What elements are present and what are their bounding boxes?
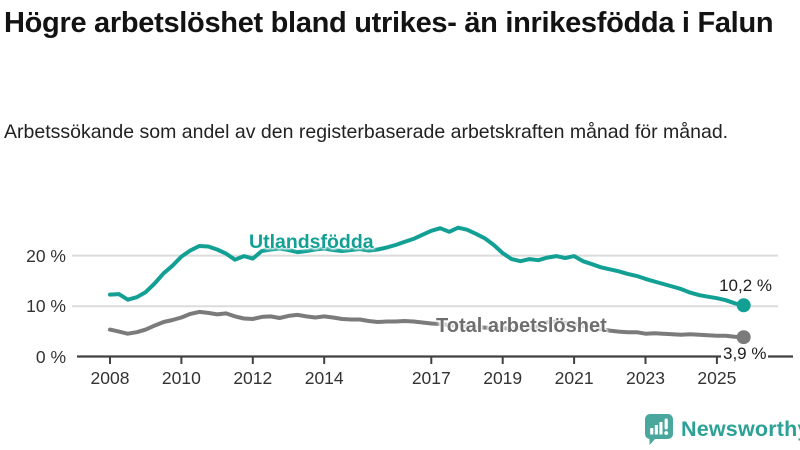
chart-subtitle: Arbetssökande som andel av den registerb… [4, 121, 729, 143]
newsworthy-brand-text: Newsworthy [681, 417, 800, 441]
series-line-1 [108, 309, 746, 340]
x-tick-label: 2023 [626, 368, 665, 388]
end-value-label-utlandsfodda: 10,2 % [719, 276, 772, 295]
y-tick-label: 20 % [26, 245, 66, 266]
x-tick-label: 2021 [554, 368, 594, 388]
bar-chart-speech-bubble-icon [644, 414, 673, 445]
newsworthy-logo[interactable]: Newsworthy [644, 413, 800, 447]
x-tick-label: 2019 [483, 368, 523, 388]
x-tick-label: 2017 [411, 368, 451, 388]
series-end-dot-1 [736, 330, 751, 345]
series-label-utlandsfodda: Utlandsfödda [249, 231, 374, 253]
x-tick-label: 2010 [161, 368, 201, 388]
y-tick-label: 0 % [35, 347, 66, 367]
series-line-0 [108, 225, 746, 308]
x-tick-label: 2014 [304, 368, 344, 388]
x-tick-label: 2008 [90, 368, 130, 388]
x-tick-label: 2012 [233, 368, 273, 388]
series-label-total-arbetsloshet: Total arbetslöshet [436, 315, 607, 337]
end-value-label-total: 3,9 % [721, 344, 769, 364]
x-tick-label: 2025 [697, 368, 737, 388]
series-end-dot-0 [736, 298, 751, 313]
page-title: Högre arbetslöshet bland utrikes- än inr… [4, 7, 774, 39]
y-tick-label: 10 % [26, 296, 66, 317]
